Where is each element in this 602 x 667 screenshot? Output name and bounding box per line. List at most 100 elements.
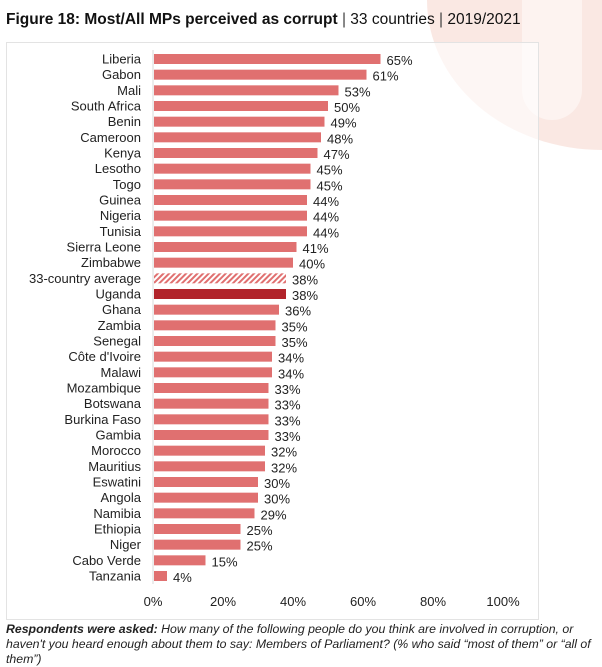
bar xyxy=(154,414,269,425)
value-label: 61% xyxy=(373,69,399,84)
value-label: 45% xyxy=(317,163,343,178)
value-label: 48% xyxy=(327,131,353,146)
category-label: Mozambique xyxy=(67,381,141,396)
bar xyxy=(154,179,311,190)
value-label: 65% xyxy=(387,53,413,68)
bar xyxy=(154,226,307,237)
bar xyxy=(154,398,269,409)
value-label: 32% xyxy=(271,445,297,460)
category-label: Côte d'Ivoire xyxy=(68,349,141,364)
bar xyxy=(154,477,258,487)
category-label: Nigeria xyxy=(100,208,142,223)
category-label: Eswatini xyxy=(93,475,142,490)
category-label: Zambia xyxy=(98,318,142,333)
bar xyxy=(154,85,339,96)
category-label: Kenya xyxy=(104,146,142,161)
title-separator: | xyxy=(341,11,346,28)
bar xyxy=(154,336,276,346)
x-tick-label: 100% xyxy=(486,594,520,609)
category-label: Liberia xyxy=(102,52,142,67)
value-label: 25% xyxy=(247,523,273,538)
x-tick-label: 20% xyxy=(210,594,236,609)
bar xyxy=(154,492,258,503)
title-years: 2019/2021 xyxy=(447,11,521,28)
value-label: 34% xyxy=(278,351,304,366)
value-label: 33% xyxy=(275,429,301,444)
value-label: 53% xyxy=(345,84,371,99)
value-label: 40% xyxy=(299,257,325,272)
bar xyxy=(154,132,321,143)
bar xyxy=(154,571,167,581)
value-label: 50% xyxy=(334,100,360,115)
figure-title: Figure 18: Most/All MPs perceived as cor… xyxy=(6,11,521,29)
survey-question-note: Respondents were asked: How many of the … xyxy=(6,622,596,667)
note-text: How many of the following people do you … xyxy=(6,622,591,666)
category-label: Morocco xyxy=(91,443,141,458)
value-label: 4% xyxy=(173,570,192,585)
category-label: Senegal xyxy=(93,334,141,349)
category-label: Tanzania xyxy=(89,569,142,584)
value-label: 41% xyxy=(303,241,329,256)
value-label: 35% xyxy=(282,319,308,334)
value-label: 33% xyxy=(275,413,301,428)
value-label: 49% xyxy=(331,116,357,131)
value-label: 33% xyxy=(275,382,301,397)
bar xyxy=(154,430,269,440)
bar xyxy=(154,273,286,284)
category-label: Angola xyxy=(101,490,142,505)
category-label: South Africa xyxy=(71,99,142,114)
category-label: Cabo Verde xyxy=(72,553,141,568)
value-label: 47% xyxy=(324,147,350,162)
value-label: 33% xyxy=(275,398,301,413)
category-label: Ghana xyxy=(102,302,142,317)
value-label: 36% xyxy=(285,304,311,319)
x-tick-label: 40% xyxy=(280,594,306,609)
bar xyxy=(154,116,325,127)
value-label: 44% xyxy=(313,210,339,225)
bar xyxy=(154,508,255,519)
category-label: Gabon xyxy=(102,67,141,82)
title-countries: 33 countries xyxy=(350,11,435,28)
value-label: 25% xyxy=(247,539,273,554)
category-label: Gambia xyxy=(95,428,141,443)
x-tick-label: 80% xyxy=(420,594,446,609)
category-label: Burkina Faso xyxy=(64,412,141,427)
bar xyxy=(154,54,381,64)
category-label: Lesotho xyxy=(95,161,141,176)
bar xyxy=(154,242,297,252)
category-label: Togo xyxy=(113,177,141,192)
title-separator: | xyxy=(439,11,444,28)
note-label: Respondents were asked: xyxy=(6,622,158,636)
bar xyxy=(154,461,265,472)
value-label: 44% xyxy=(313,194,339,209)
bar xyxy=(154,195,307,205)
category-label: Botswana xyxy=(84,396,142,411)
value-label: 30% xyxy=(264,492,290,507)
bar xyxy=(154,351,272,362)
category-label: Ethiopia xyxy=(94,522,142,537)
bar xyxy=(154,304,279,315)
value-label: 38% xyxy=(292,288,318,303)
x-tick-label: 0% xyxy=(144,594,163,609)
bar xyxy=(154,257,293,268)
bar xyxy=(154,148,318,158)
value-label: 29% xyxy=(261,507,287,522)
value-label: 35% xyxy=(282,335,308,350)
bar xyxy=(154,320,276,331)
category-label: Niger xyxy=(110,537,142,552)
bar xyxy=(154,555,206,566)
category-label: Uganda xyxy=(95,287,141,302)
category-label: Benin xyxy=(108,114,141,129)
bar xyxy=(154,539,241,550)
value-label: 15% xyxy=(212,554,238,569)
bar xyxy=(154,524,241,534)
value-label: 44% xyxy=(313,225,339,240)
category-label: Mauritius xyxy=(88,459,141,474)
value-label: 34% xyxy=(278,366,304,381)
bar xyxy=(154,289,286,299)
bar xyxy=(154,163,311,174)
bar xyxy=(154,69,367,80)
category-label: 33-country average xyxy=(29,271,141,286)
category-label: Namibia xyxy=(93,506,141,521)
